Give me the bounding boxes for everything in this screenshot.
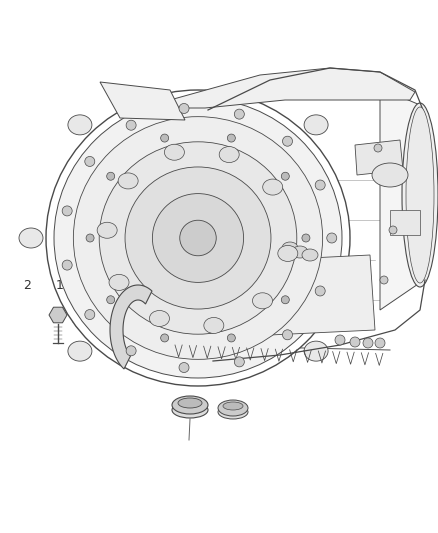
Text: 1: 1: [55, 279, 63, 292]
Ellipse shape: [372, 163, 408, 187]
Circle shape: [281, 172, 290, 180]
Polygon shape: [355, 140, 403, 175]
Circle shape: [161, 134, 169, 142]
Ellipse shape: [252, 293, 272, 309]
Circle shape: [107, 296, 115, 304]
Ellipse shape: [218, 400, 248, 416]
Ellipse shape: [46, 90, 350, 386]
Ellipse shape: [204, 318, 224, 334]
Ellipse shape: [164, 144, 184, 160]
Circle shape: [179, 103, 189, 114]
Circle shape: [234, 357, 244, 367]
Circle shape: [315, 286, 325, 296]
Text: 3: 3: [125, 130, 133, 142]
Ellipse shape: [109, 274, 129, 290]
Ellipse shape: [118, 173, 138, 189]
Circle shape: [283, 136, 293, 146]
Circle shape: [107, 172, 115, 180]
Circle shape: [86, 234, 94, 242]
Polygon shape: [49, 307, 67, 323]
Polygon shape: [390, 210, 420, 235]
Ellipse shape: [282, 242, 298, 254]
Circle shape: [327, 233, 337, 243]
Ellipse shape: [178, 398, 202, 408]
Circle shape: [315, 180, 325, 190]
Text: 2: 2: [23, 279, 31, 292]
Circle shape: [62, 206, 72, 216]
Circle shape: [374, 144, 382, 152]
Ellipse shape: [125, 167, 271, 309]
Circle shape: [302, 234, 310, 242]
Ellipse shape: [172, 396, 208, 414]
Ellipse shape: [304, 341, 328, 361]
Ellipse shape: [68, 341, 92, 361]
Ellipse shape: [152, 193, 244, 282]
Circle shape: [227, 134, 235, 142]
Circle shape: [234, 109, 244, 119]
Circle shape: [85, 157, 95, 166]
Ellipse shape: [19, 228, 43, 248]
Ellipse shape: [406, 107, 434, 283]
Ellipse shape: [218, 405, 248, 419]
Ellipse shape: [223, 402, 243, 410]
Circle shape: [335, 335, 345, 345]
Polygon shape: [110, 285, 152, 369]
Circle shape: [227, 334, 235, 342]
Circle shape: [281, 296, 290, 304]
Circle shape: [350, 337, 360, 347]
Ellipse shape: [263, 179, 283, 195]
Ellipse shape: [54, 98, 342, 378]
Circle shape: [62, 260, 72, 270]
Circle shape: [283, 330, 293, 340]
Ellipse shape: [292, 246, 308, 258]
Circle shape: [179, 362, 189, 373]
Circle shape: [380, 276, 388, 284]
Circle shape: [363, 338, 373, 348]
Polygon shape: [155, 68, 415, 108]
Ellipse shape: [219, 147, 239, 163]
Ellipse shape: [68, 115, 92, 135]
Ellipse shape: [172, 402, 208, 418]
Circle shape: [389, 226, 397, 234]
Circle shape: [126, 346, 136, 356]
Polygon shape: [270, 255, 375, 335]
Polygon shape: [208, 68, 425, 361]
Circle shape: [161, 334, 169, 342]
Ellipse shape: [120, 151, 286, 314]
Ellipse shape: [278, 245, 298, 261]
Ellipse shape: [304, 115, 328, 135]
Ellipse shape: [97, 222, 117, 238]
Ellipse shape: [302, 249, 318, 261]
Polygon shape: [380, 88, 425, 310]
Ellipse shape: [180, 220, 216, 256]
Ellipse shape: [99, 142, 297, 334]
Circle shape: [85, 310, 95, 320]
Circle shape: [126, 120, 136, 130]
Circle shape: [375, 338, 385, 348]
Ellipse shape: [402, 103, 438, 287]
Ellipse shape: [73, 117, 323, 359]
Ellipse shape: [149, 311, 170, 327]
Polygon shape: [100, 82, 185, 120]
